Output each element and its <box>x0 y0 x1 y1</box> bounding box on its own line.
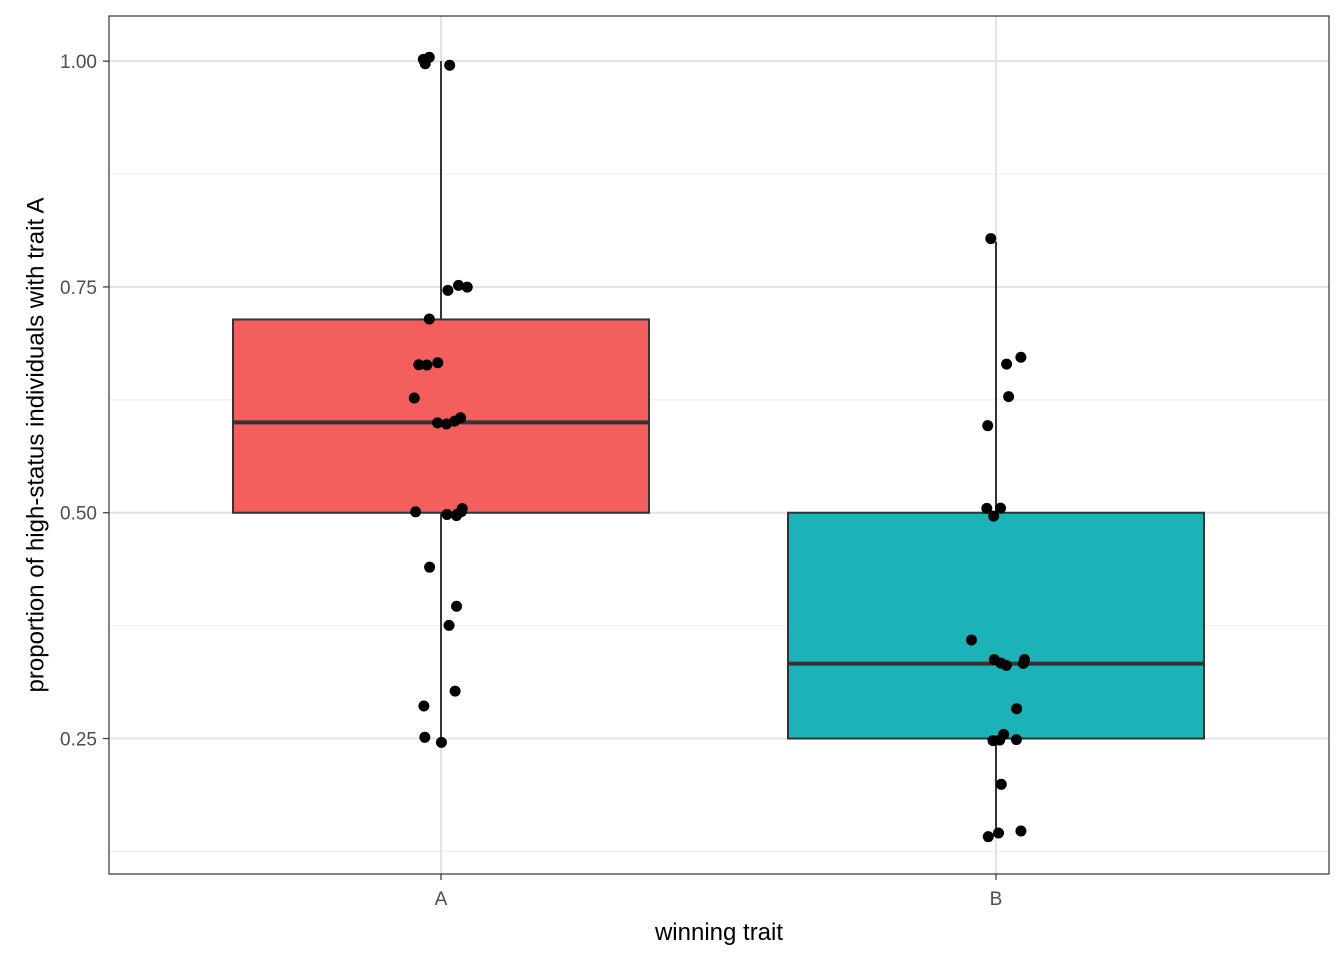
data-point-B <box>985 233 997 245</box>
data-point-A <box>461 281 473 293</box>
data-point-A <box>421 359 433 371</box>
data-point-A <box>441 508 453 520</box>
data-point-B <box>1011 703 1023 715</box>
data-point-A <box>443 619 455 631</box>
data-point-A <box>451 600 463 612</box>
data-point-A <box>432 417 444 429</box>
data-point-B <box>1015 351 1027 363</box>
data-point-A <box>410 506 422 518</box>
data-point-B <box>982 420 994 432</box>
y-tick-label: 0.25 <box>60 730 97 751</box>
data-point-A <box>435 736 447 748</box>
data-point-A <box>449 685 461 697</box>
data-point-B <box>995 778 1007 790</box>
data-point-A <box>442 284 454 296</box>
data-point-A <box>450 510 462 522</box>
data-point-B <box>995 502 1007 514</box>
y-tick-label: 1.00 <box>60 52 97 73</box>
data-point-A <box>418 700 430 712</box>
data-point-B <box>1019 654 1031 666</box>
x-tick-label: A <box>435 889 448 910</box>
data-point-A <box>424 561 436 573</box>
data-point-A <box>444 59 456 71</box>
data-point-B <box>965 634 977 646</box>
box-A <box>232 318 650 514</box>
data-point-B <box>1003 391 1015 403</box>
box-layer <box>232 61 1205 836</box>
y-tick-label: 0.75 <box>60 278 97 299</box>
box-B <box>787 511 1205 740</box>
data-point-B <box>1001 358 1013 370</box>
data-point-A <box>423 313 435 325</box>
x-axis-title: winning trait <box>654 919 783 946</box>
data-point-A <box>453 279 465 291</box>
data-point-A <box>417 53 429 65</box>
data-point-A <box>419 731 431 743</box>
data-point-B <box>1015 825 1027 837</box>
data-point-A <box>413 359 425 371</box>
x-tick-label: B <box>990 889 1003 910</box>
data-point-B <box>995 657 1007 669</box>
data-point-B <box>981 502 993 514</box>
y-axis: 0.25 0.50 0.75 1.00 <box>60 52 109 751</box>
data-point-B <box>1010 734 1022 746</box>
data-point-B <box>988 510 1000 522</box>
data-point-B <box>987 735 999 747</box>
data-point-A <box>455 412 467 424</box>
y-axis-title: proportion of high-status individuals wi… <box>23 198 50 693</box>
panel-border <box>108 15 1330 875</box>
point-layer <box>408 51 1031 843</box>
data-point-A <box>408 392 420 404</box>
y-tick-label: 0.50 <box>60 504 97 525</box>
data-point-B <box>982 831 994 843</box>
data-point-B <box>993 827 1005 839</box>
data-point-A <box>432 357 444 369</box>
